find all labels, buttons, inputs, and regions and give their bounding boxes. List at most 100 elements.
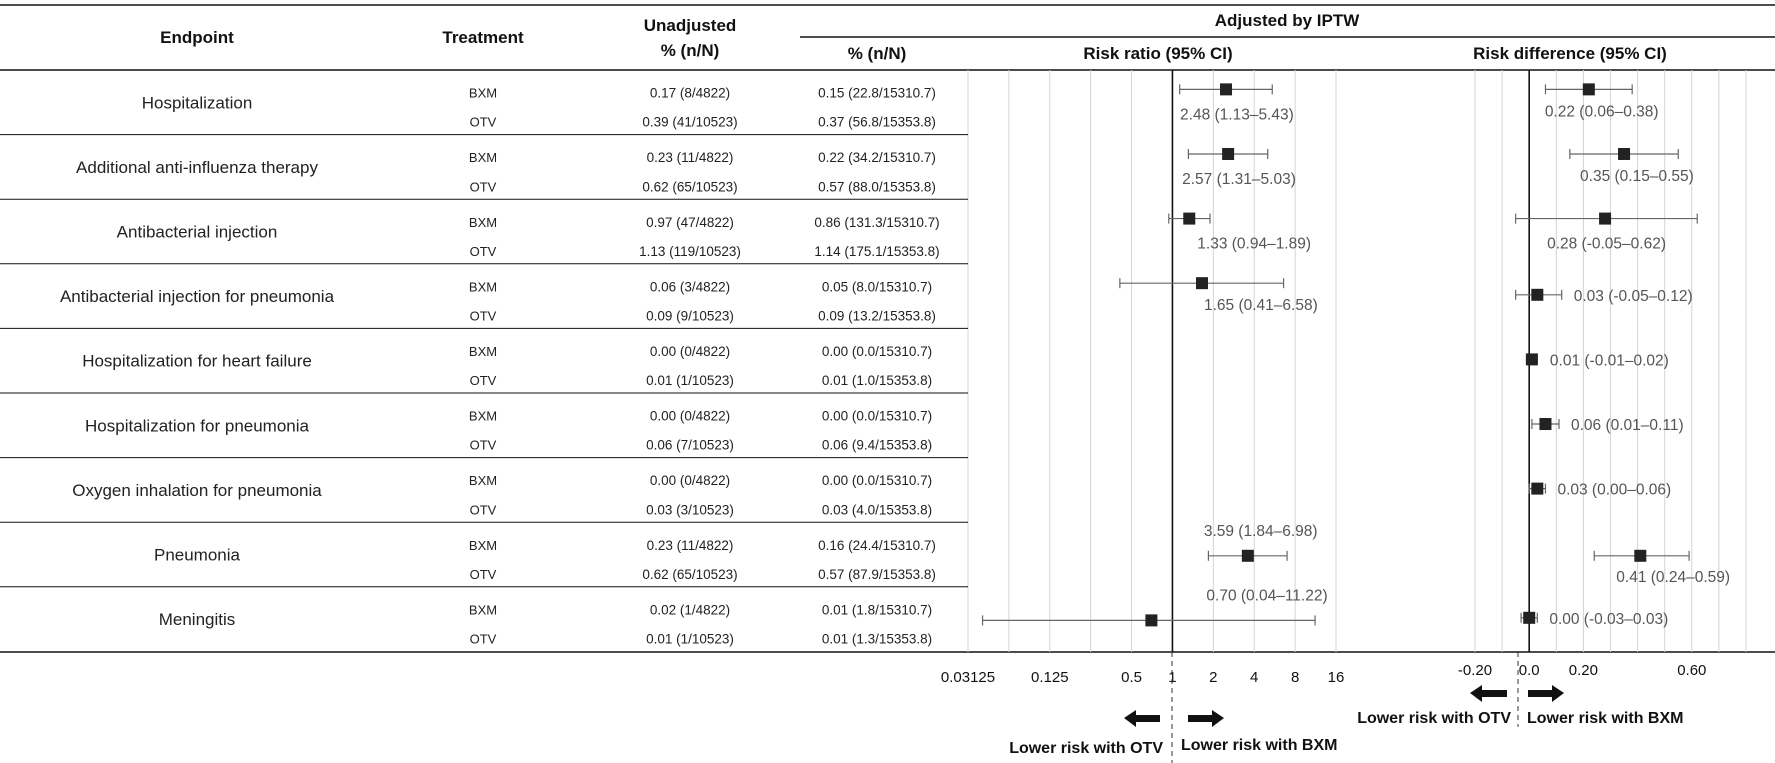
adjusted-value: 0.22 (34.2/15310.7): [818, 150, 936, 165]
treatment-label: BXM: [469, 538, 497, 553]
table-row: Antibacterial injection BXM 0.97 (47/4822)…: [0, 215, 968, 265]
rr-estimate-label: 0.70 (0.04–11.22): [1206, 587, 1327, 604]
risk-difference-marks: 0.22 (0.06–0.38) 0.35 (0.15–0.55) 0.28 (-0…: [1515, 83, 1730, 628]
adjusted-value: 0.01 (1.3/15353.8): [822, 631, 932, 646]
treatment-label: OTV: [470, 115, 497, 130]
adjusted-value: 0.00 (0.0/15310.7): [822, 409, 932, 424]
adjusted-value: 0.09 (13.2/15353.8): [818, 308, 936, 323]
rr-tick-label: 8: [1291, 669, 1299, 686]
rd-estimate-label: 0.22 (0.06–0.38): [1545, 103, 1659, 120]
rr-estimate-label: 2.57 (1.31–5.03): [1182, 171, 1296, 188]
endpoint-label: Hospitalization: [142, 93, 253, 112]
endpoint-label: Antibacterial injection for pneumonia: [60, 287, 335, 306]
header-adjusted: Adjusted by IPTW: [1215, 11, 1360, 30]
rd-direction-right-label: Lower risk with BXM: [1527, 710, 1683, 727]
unadjusted-value: 0.01 (1/10523): [646, 631, 734, 646]
endpoint-label: Additional anti-influenza therapy: [76, 158, 318, 177]
treatment-label: BXM: [469, 602, 497, 617]
treatment-label: BXM: [469, 409, 497, 424]
unadjusted-value: 1.13 (119/10523): [639, 244, 741, 259]
rr-tick-label: 2: [1209, 669, 1217, 686]
unadjusted-value: 0.00 (0/4822): [650, 409, 730, 424]
adjusted-value: 0.00 (0.0/15310.7): [822, 473, 932, 488]
treatment-label: BXM: [469, 473, 497, 488]
rd-estimate-label: 0.41 (0.24–0.59): [1616, 569, 1730, 586]
unadjusted-value: 0.03 (3/10523): [646, 502, 734, 517]
unadjusted-value: 0.06 (7/10523): [646, 438, 734, 453]
rd-estimate-label: 0.35 (0.15–0.55): [1580, 168, 1694, 185]
unadjusted-value: 0.00 (0/4822): [650, 473, 730, 488]
table-row: Meningitis BXM 0.02 (1/4822) 0.01 (1.8/1531…: [159, 602, 932, 646]
unadjusted-value: 0.23 (11/4822): [647, 538, 734, 553]
header-treatment: Treatment: [442, 28, 524, 47]
rr-direction-right-label: Lower risk with BXM: [1181, 737, 1337, 754]
adjusted-value: 0.01 (1.0/15353.8): [822, 373, 932, 388]
rd-point-estimate: [1525, 353, 1538, 366]
table-row: Hospitalization BXM 0.17 (8/4822) 0.15 (22.…: [0, 86, 968, 136]
adjusted-value: 0.37 (56.8/15353.8): [818, 115, 936, 130]
rd-point-estimate: [1582, 83, 1595, 96]
endpoint-label: Meningitis: [159, 610, 236, 629]
rd-estimate-label: 0.28 (-0.05–0.62): [1547, 236, 1666, 253]
endpoint-label: Pneumonia: [154, 546, 241, 565]
risk-ratio-tick-labels: 0.03125 0.125 0.5 1 2 4 8 16: [941, 669, 1344, 686]
treatment-label: BXM: [469, 150, 497, 165]
rd-tick-label: 0.20: [1569, 662, 1598, 679]
rd-point-estimate: [1539, 418, 1552, 431]
treatment-label: OTV: [470, 502, 497, 517]
endpoint-label: Antibacterial injection: [117, 223, 278, 242]
unadjusted-value: 0.23 (11/4822): [647, 150, 734, 165]
rr-estimate-label: 1.65 (0.41–6.58): [1204, 297, 1318, 314]
adjusted-value: 0.57 (88.0/15353.8): [818, 179, 936, 194]
rd-point-estimate: [1618, 147, 1631, 160]
endpoint-label: Hospitalization for heart failure: [82, 352, 312, 371]
rr-tick-label: 1: [1168, 669, 1176, 686]
header-adjusted-pct: % (n/N): [848, 44, 907, 63]
rr-point-estimate: [1195, 277, 1208, 290]
unadjusted-value: 0.06 (3/4822): [650, 279, 730, 294]
header-unadjusted-pct: % (n/N): [661, 41, 720, 60]
unadjusted-value: 0.97 (47/4822): [646, 215, 734, 230]
unadjusted-value: 0.39 (41/10523): [642, 115, 737, 130]
rr-point-estimate: [1241, 549, 1254, 562]
adjusted-value: 0.57 (87.9/15353.8): [818, 567, 936, 582]
header-unadjusted: Unadjusted: [644, 16, 737, 35]
treatment-label: OTV: [470, 438, 497, 453]
adjusted-value: 1.14 (175.1/15353.8): [814, 244, 939, 259]
unadjusted-value: 0.62 (65/10523): [642, 179, 737, 194]
rr-point-estimate: [1222, 147, 1235, 160]
rr-point-estimate: [1220, 83, 1233, 96]
adjusted-value: 0.05 (8.0/15310.7): [822, 279, 932, 294]
unadjusted-value: 0.17 (8/4822): [650, 86, 730, 101]
rr-right-arrow-icon: [1188, 710, 1224, 727]
rr-tick-label: 0.5: [1121, 669, 1142, 686]
rd-point-estimate: [1599, 212, 1612, 225]
treatment-label: OTV: [470, 244, 497, 259]
rd-estimate-label: 0.03 (0.00–0.06): [1557, 482, 1671, 499]
table-row: Hospitalization for pneumonia BXM 0.00 (0/…: [0, 409, 968, 459]
adjusted-value: 0.00 (0.0/15310.7): [822, 344, 932, 359]
rd-point-estimate: [1531, 288, 1544, 301]
unadjusted-value: 0.62 (65/10523): [642, 567, 737, 582]
adjusted-value: 0.01 (1.8/15310.7): [822, 602, 932, 617]
rd-direction-left-label: Lower risk with OTV: [1357, 710, 1511, 727]
rr-tick-label: 0.125: [1031, 669, 1069, 686]
adjusted-value: 0.16 (24.4/15310.7): [818, 538, 936, 553]
table-row: Pneumonia BXM 0.23 (11/4822) 0.16 (24.4/153…: [0, 538, 968, 588]
rd-estimate-label: 0.01 (-0.01–0.02): [1550, 352, 1669, 369]
treatment-label: OTV: [470, 373, 497, 388]
rd-point-estimate: [1531, 482, 1544, 495]
rr-estimate-label: 3.59 (1.84–6.98): [1204, 523, 1318, 540]
treatment-label: BXM: [469, 344, 497, 359]
treatment-label: BXM: [469, 279, 497, 294]
rr-tick-label: 0.03125: [941, 669, 995, 686]
treatment-label: OTV: [470, 567, 497, 582]
risk-difference-tick-labels: -0.20 0.0 0.20 0.60: [1458, 662, 1707, 679]
rd-tick-label: 0.60: [1677, 662, 1706, 679]
rd-point-estimate: [1634, 549, 1647, 562]
rr-point-estimate: [1183, 212, 1196, 225]
rr-tick-label: 4: [1250, 669, 1258, 686]
treatment-label: BXM: [469, 86, 497, 101]
header-risk-difference: Risk difference (95% CI): [1473, 44, 1667, 63]
adjusted-value: 0.03 (4.0/15353.8): [822, 502, 932, 517]
